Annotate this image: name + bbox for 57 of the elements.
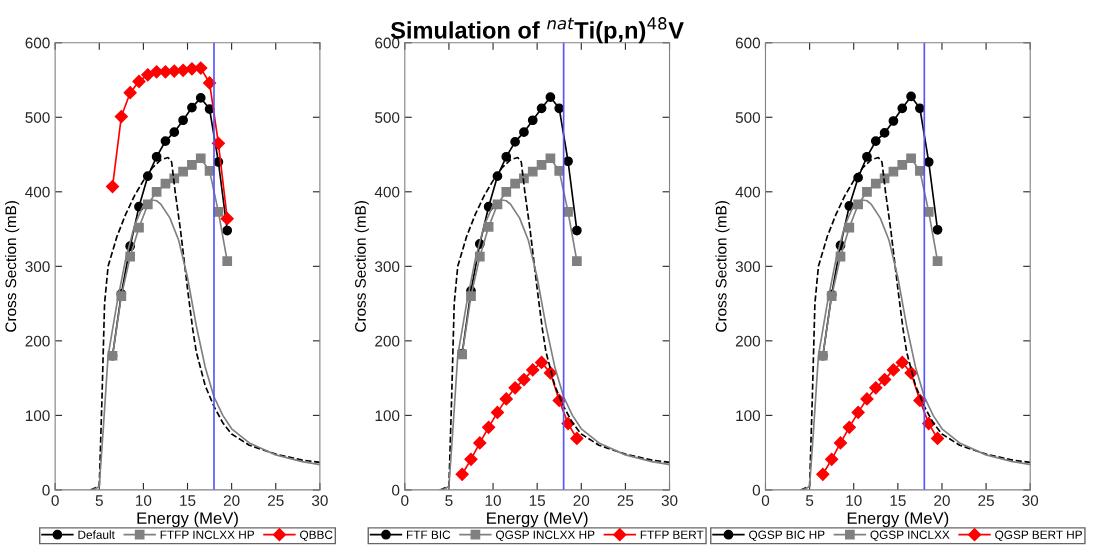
- y-tick-label: 600: [735, 37, 761, 49]
- legend-label: QGSP INCLXX HP: [496, 530, 595, 542]
- y-tick-label: 300: [25, 261, 50, 273]
- y-tick-label: 100: [375, 410, 400, 422]
- y-axis-title: Cross Section (mB): [715, 201, 730, 332]
- x-tick-label: 0: [761, 495, 770, 506]
- y-tick-label: 200: [375, 335, 400, 347]
- x-tick-label: 5: [445, 495, 453, 506]
- x-tick-label: 10: [846, 495, 862, 506]
- legend-label: FTFP BERT: [640, 530, 704, 539]
- x-tick-label: 15: [890, 495, 906, 506]
- x-axis-title: Energy (MeV): [137, 511, 238, 528]
- x-tick-label: 5: [95, 495, 103, 506]
- x-tick-label: 25: [617, 495, 634, 506]
- y-axis-title: Cross Section (mB): [5, 201, 20, 332]
- y-tick-label: 500: [25, 112, 50, 123]
- x-tick-label: 10: [136, 495, 152, 506]
- y-tick-label: 0: [42, 484, 50, 496]
- legend-label: FTF BIC: [406, 530, 451, 539]
- y-tick-label: 400: [735, 186, 761, 198]
- x-tick-label: 20: [573, 495, 590, 506]
- x-tick-label: 30: [1022, 495, 1039, 506]
- x-tick-label: 20: [223, 495, 240, 506]
- x-tick-label: 20: [934, 495, 950, 506]
- y-tick-label: 300: [375, 261, 400, 273]
- x-tick-label: 30: [311, 495, 328, 506]
- y-tick-label: 400: [25, 186, 50, 198]
- x-tick-label: 0: [401, 495, 409, 506]
- x-axis-title: Energy (MeV): [847, 511, 949, 528]
- y-tick-label: 100: [736, 410, 761, 422]
- legend-label: QGSP INCLXX: [870, 530, 950, 542]
- legend-label: Default: [78, 530, 115, 539]
- y-tick-label: 100: [25, 410, 50, 422]
- y-tick-label: 600: [25, 37, 50, 49]
- legend-label: FTFP INCLXX HP: [160, 530, 255, 539]
- y-tick-label: 500: [735, 112, 761, 123]
- x-tick-label: 0: [51, 495, 59, 506]
- x-tick-label: 25: [978, 495, 994, 506]
- legend-label: QGSP BIC HP: [749, 530, 825, 542]
- x-tick-label: 5: [805, 495, 814, 506]
- y-tick-label: 200: [25, 335, 50, 347]
- x-axis-title: Energy (MeV): [487, 511, 588, 528]
- x-tick-label: 15: [529, 495, 546, 506]
- x-tick-label: 10: [485, 495, 501, 506]
- y-tick-label: 500: [375, 112, 400, 123]
- x-tick-label: 30: [661, 495, 678, 506]
- y-tick-label: 0: [752, 484, 761, 496]
- y-tick-label: 300: [735, 261, 761, 273]
- x-tick-label: 15: [180, 495, 196, 506]
- y-tick-label: 400: [374, 186, 400, 198]
- y-axis-title: Cross Section (mB): [354, 201, 369, 332]
- x-tick-label: 25: [268, 495, 284, 506]
- legend-label: QBBC: [300, 530, 333, 542]
- y-tick-label: 600: [375, 37, 400, 49]
- legend-label: QGSP BERT HP: [995, 530, 1082, 542]
- y-tick-label: 200: [735, 335, 761, 347]
- y-tick-label: 0: [392, 484, 400, 496]
